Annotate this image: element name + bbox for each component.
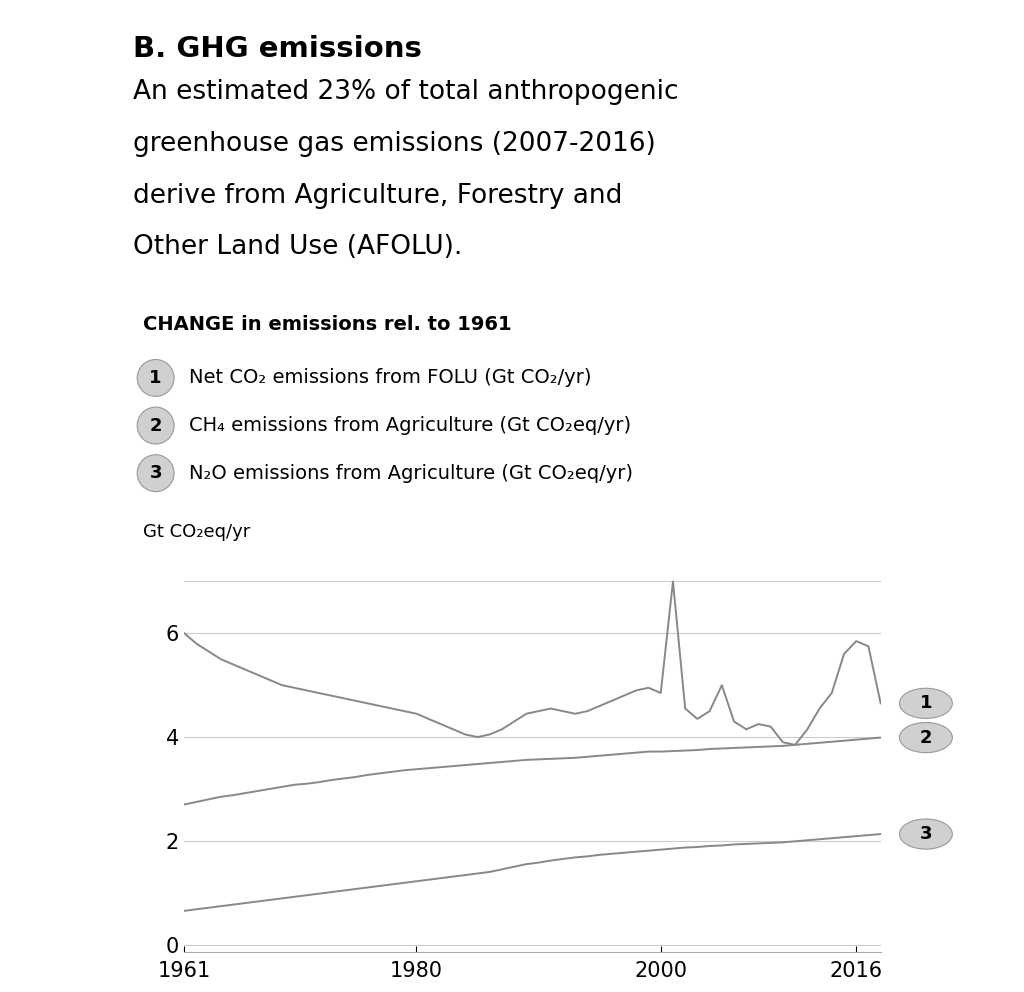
Text: 1: 1 (150, 369, 162, 387)
Text: 2: 2 (150, 417, 162, 434)
Circle shape (899, 819, 952, 849)
Text: greenhouse gas emissions (2007-2016): greenhouse gas emissions (2007-2016) (133, 131, 655, 157)
Text: Gt CO₂eq/yr: Gt CO₂eq/yr (143, 523, 251, 541)
Text: CHANGE in emissions rel. to 1961: CHANGE in emissions rel. to 1961 (143, 315, 512, 334)
Text: CH₄ emissions from Agriculture (Gt CO₂eq/yr): CH₄ emissions from Agriculture (Gt CO₂eq… (189, 416, 632, 435)
Text: An estimated 23% of total anthropogenic: An estimated 23% of total anthropogenic (133, 79, 679, 105)
Text: N₂O emissions from Agriculture (Gt CO₂eq/yr): N₂O emissions from Agriculture (Gt CO₂eq… (189, 463, 634, 483)
Text: B. GHG emissions: B. GHG emissions (133, 35, 422, 62)
Text: Other Land Use (AFOLU).: Other Land Use (AFOLU). (133, 234, 463, 260)
Text: 3: 3 (150, 464, 162, 482)
Text: 3: 3 (920, 825, 932, 843)
Circle shape (899, 688, 952, 718)
Text: derive from Agriculture, Forestry and: derive from Agriculture, Forestry and (133, 183, 623, 208)
Text: Net CO₂ emissions from FOLU (Gt CO₂/yr): Net CO₂ emissions from FOLU (Gt CO₂/yr) (189, 368, 592, 388)
Text: 2: 2 (920, 728, 932, 747)
Circle shape (899, 722, 952, 753)
Text: 1: 1 (920, 694, 932, 712)
